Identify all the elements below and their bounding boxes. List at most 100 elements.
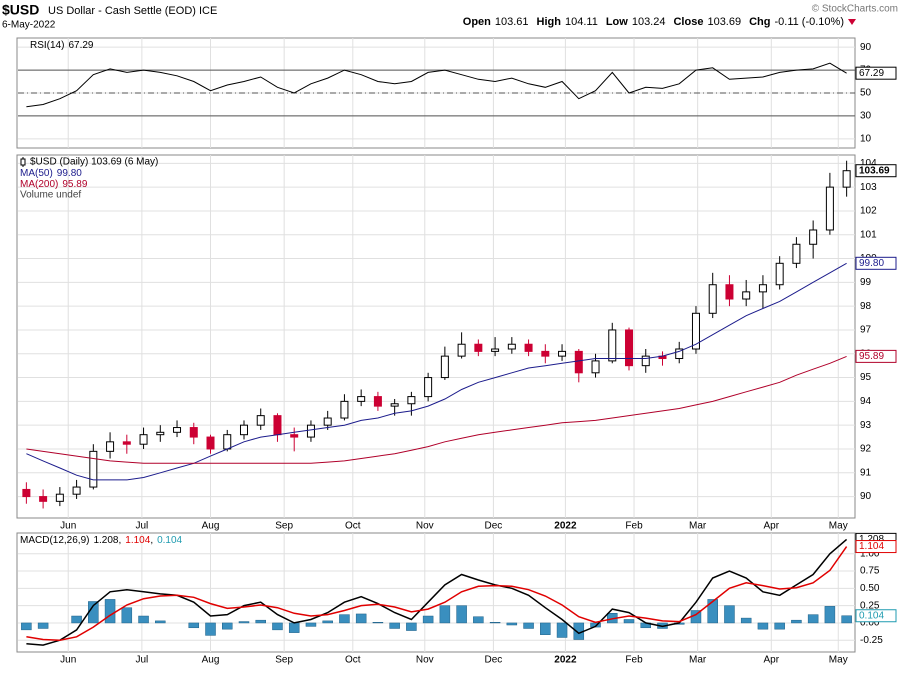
legend-name: MA(200) bbox=[20, 179, 58, 190]
y-tick-label: 90 bbox=[860, 42, 872, 53]
candle-body bbox=[273, 415, 282, 436]
histogram-bar bbox=[841, 615, 852, 624]
histogram-bar bbox=[807, 614, 819, 624]
quote-label: Open bbox=[463, 16, 491, 28]
x-tick-label: Nov bbox=[416, 655, 434, 666]
histogram-bar bbox=[355, 613, 367, 624]
y-tick-label: 93 bbox=[860, 420, 872, 431]
quote-value: 103.69 bbox=[707, 16, 741, 28]
candle-body bbox=[424, 377, 433, 398]
x-tick-label: Jun bbox=[60, 521, 76, 532]
candle-body bbox=[390, 403, 399, 407]
last-value-label: 0.104 bbox=[859, 610, 884, 621]
last-value-label: 95.89 bbox=[859, 351, 884, 362]
candle-body bbox=[206, 436, 215, 450]
candle-body bbox=[825, 186, 834, 231]
candle-body bbox=[758, 284, 767, 293]
x-tick-label: 2022 bbox=[554, 655, 577, 666]
histogram-bar bbox=[205, 622, 216, 636]
histogram-bar bbox=[824, 606, 836, 624]
candle-body bbox=[256, 415, 265, 426]
candle-body bbox=[725, 284, 734, 300]
histogram-bar bbox=[71, 615, 82, 624]
down-arrow bbox=[848, 19, 856, 25]
candle-body bbox=[89, 450, 98, 488]
histogram-bar bbox=[556, 622, 568, 638]
legend-value: 95.89 bbox=[62, 179, 87, 190]
y-tick-label: 92 bbox=[860, 444, 872, 455]
panel-frame bbox=[16, 154, 856, 519]
histogram-bar bbox=[104, 599, 116, 624]
histogram-bar bbox=[155, 620, 166, 624]
candle-body bbox=[675, 348, 684, 360]
last-value-label: 99.80 bbox=[859, 258, 884, 269]
legend-value: 0.104 bbox=[157, 535, 182, 546]
candle-body bbox=[173, 427, 182, 433]
y-tick-label: 101 bbox=[860, 229, 877, 240]
histogram-bar bbox=[21, 622, 32, 631]
candle-body bbox=[290, 434, 299, 438]
x-tick-label: Mar bbox=[689, 655, 707, 666]
legend-value: 1.208 bbox=[93, 535, 118, 546]
histogram-bar bbox=[523, 622, 534, 629]
candle-body bbox=[122, 441, 131, 445]
legend-title: $USD (Daily) 103.69 (6 May) bbox=[30, 157, 158, 168]
y-tick-label: 1.00 bbox=[860, 548, 880, 559]
candle-body bbox=[507, 343, 516, 350]
y-tick-label: 50 bbox=[860, 88, 872, 99]
y-tick-label: 0.75 bbox=[860, 566, 880, 577]
date: 6-May-2022 bbox=[2, 20, 56, 31]
series-line bbox=[26, 538, 848, 646]
legend-icon bbox=[20, 157, 26, 167]
candle-body bbox=[22, 488, 31, 498]
histogram-bar bbox=[774, 622, 785, 630]
y-tick-label: 103 bbox=[860, 182, 877, 193]
y-tick-label: 0.00 bbox=[860, 618, 880, 629]
x-tick-label: Feb bbox=[625, 521, 643, 532]
legend-separator: , bbox=[150, 535, 153, 546]
histogram-bar bbox=[406, 622, 417, 631]
last-value-box bbox=[855, 609, 897, 623]
candle-body bbox=[306, 424, 315, 438]
x-tick-label: Dec bbox=[485, 521, 503, 532]
histogram-bar bbox=[389, 622, 400, 629]
quote: Open 103.61 High 104.11 Low 103.24 Close 103.69… bbox=[463, 16, 844, 28]
last-value-box bbox=[855, 66, 897, 80]
series-line bbox=[26, 355, 847, 464]
quote-value: 103.24 bbox=[632, 16, 666, 28]
candle-body bbox=[691, 312, 700, 350]
histogram-bar bbox=[322, 620, 333, 624]
last-value-label: 1.104 bbox=[859, 541, 884, 552]
quote-label: Chg bbox=[749, 16, 770, 28]
candle-body bbox=[189, 427, 198, 438]
last-value-label: 1.208 bbox=[859, 534, 884, 545]
y-tick-label: 94 bbox=[860, 396, 872, 407]
histogram-bar bbox=[422, 615, 434, 624]
x-tick-label: Oct bbox=[345, 521, 361, 532]
legend-value: 1.104 bbox=[125, 535, 150, 546]
histogram-bar bbox=[222, 622, 233, 630]
y-tick-label: 97 bbox=[860, 325, 872, 336]
x-tick-label: May bbox=[829, 521, 848, 532]
last-value-label: 103.69 bbox=[859, 165, 890, 176]
histogram-bar bbox=[37, 622, 49, 629]
candle-body bbox=[323, 417, 332, 426]
series-line bbox=[26, 546, 848, 641]
candle-body bbox=[139, 434, 148, 445]
quote-value: 103.61 bbox=[495, 16, 529, 28]
candle-body bbox=[156, 431, 165, 436]
y-tick-label: 104 bbox=[860, 158, 877, 169]
x-tick-label: Jun bbox=[60, 655, 76, 666]
candle-body bbox=[541, 350, 550, 357]
candle-body bbox=[106, 441, 115, 452]
credit: © StockCharts.com bbox=[812, 4, 898, 15]
quote-label: Close bbox=[673, 16, 703, 28]
y-tick-label: 90 bbox=[860, 491, 872, 502]
legend: MACD(12,26,9) 1.208, 1.104, 0.104 bbox=[20, 535, 183, 546]
histogram-bar bbox=[439, 605, 451, 624]
candle-body bbox=[239, 424, 248, 436]
candle-body bbox=[641, 355, 650, 367]
y-tick-label: 99 bbox=[860, 277, 872, 288]
x-tick-label: May bbox=[829, 655, 848, 666]
candle-body bbox=[491, 348, 500, 352]
